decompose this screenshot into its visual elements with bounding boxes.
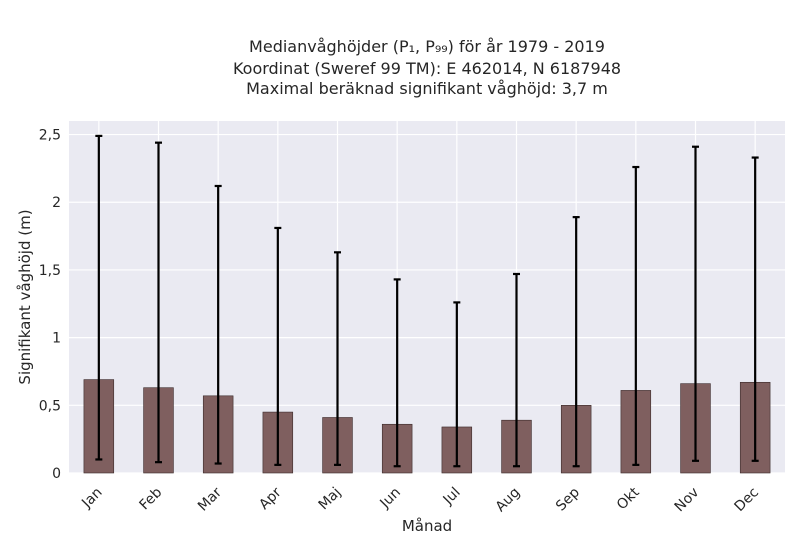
errorbar-dec (751, 156, 759, 462)
errorbar-aug (513, 272, 520, 468)
errorbar-nov (692, 145, 699, 462)
x-tick-label-jul: Jul (440, 485, 464, 509)
x-tick-label-jan: Jan (78, 485, 105, 512)
x-tick-label-sep: Sep (553, 484, 583, 514)
x-tick-label-mar: Mar (195, 484, 225, 514)
plot-area (69, 121, 785, 473)
x-tick-label-jun: Jun (377, 485, 404, 512)
errorbar-jun (393, 278, 401, 468)
x-tick-label-apr: Apr (256, 484, 285, 513)
chart-title-line-2: Koordinat (Sweref 99 TM): E 462014, N 61… (233, 59, 621, 78)
chart-title-line-1: Medianvåghöjder (P₁, P₉₉) för år 1979 - … (249, 37, 605, 56)
errorbar-maj (334, 251, 341, 466)
y-tick-label: 0,5 (39, 398, 61, 414)
x-tick-label-dec: Dec (732, 485, 762, 515)
x-tick-label-aug: Aug (493, 485, 524, 516)
y-tick-label: 0 (52, 466, 61, 482)
y-axis-label: Signifikant våghöjd (m) (16, 209, 34, 384)
y-tick-label: 1 (52, 331, 61, 347)
error-bars (95, 134, 759, 468)
errorbar-okt (632, 165, 640, 466)
y-tick-label: 2,5 (39, 128, 61, 144)
x-tick-labels: Jan Feb Mar Apr Maj Jun Jul Aug Sep Okt Nov Dec (78, 484, 762, 515)
errorbar-feb (155, 141, 162, 464)
y-tick-label: 2 (52, 195, 61, 211)
errorbar-sep (572, 216, 580, 468)
x-tick-label-okt: Okt (614, 484, 643, 513)
y-tick-label: 1,5 (39, 263, 61, 279)
errorbar-jan (95, 134, 103, 461)
chart-title-line-3: Maximal beräknad signifikant våghöjd: 3,… (246, 79, 608, 98)
x-tick-label-feb: Feb (136, 484, 165, 513)
errorbar-mar (214, 184, 222, 465)
x-axis-label: Månad (402, 517, 452, 535)
errorbar-jul (453, 301, 461, 468)
y-tick-labels: 0 0,5 1 1,5 2 2,5 (39, 128, 61, 482)
errorbar-apr (274, 226, 282, 466)
x-tick-label-maj: Maj (316, 485, 345, 514)
x-tick-label-nov: Nov (672, 485, 703, 516)
